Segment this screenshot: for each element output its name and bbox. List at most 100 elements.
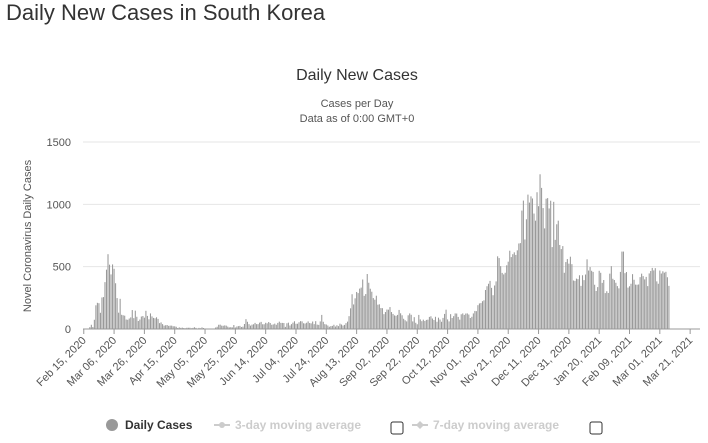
bar bbox=[304, 323, 306, 329]
bar bbox=[486, 286, 488, 329]
bar bbox=[539, 174, 541, 329]
bar bbox=[456, 313, 458, 329]
bar bbox=[187, 327, 189, 329]
bar bbox=[227, 326, 229, 329]
bar bbox=[534, 220, 537, 329]
bar bbox=[90, 324, 92, 329]
bar bbox=[425, 319, 427, 329]
bar bbox=[331, 325, 333, 329]
legend-item-daily-cases[interactable]: Daily Cases bbox=[106, 418, 193, 432]
bar bbox=[260, 321, 262, 329]
bar bbox=[230, 327, 232, 329]
bar bbox=[145, 310, 147, 329]
bar bbox=[296, 323, 299, 329]
bar bbox=[172, 326, 174, 329]
bar bbox=[656, 281, 658, 329]
bar bbox=[306, 322, 308, 329]
bar bbox=[193, 327, 195, 329]
bar bbox=[265, 322, 267, 329]
bar bbox=[142, 316, 144, 329]
bar bbox=[638, 284, 640, 329]
bar bbox=[489, 280, 491, 329]
bar bbox=[378, 304, 380, 329]
bar bbox=[171, 325, 173, 329]
bar bbox=[386, 309, 388, 329]
bar bbox=[271, 324, 273, 329]
bar bbox=[624, 273, 626, 329]
bar bbox=[398, 309, 400, 329]
bar bbox=[450, 314, 452, 329]
bar bbox=[360, 287, 362, 329]
bar bbox=[195, 327, 197, 329]
bar bbox=[365, 294, 367, 329]
bar bbox=[434, 316, 436, 329]
bar bbox=[337, 326, 339, 329]
bar bbox=[430, 316, 432, 329]
bar bbox=[96, 302, 98, 329]
bar bbox=[186, 327, 188, 329]
bar bbox=[569, 256, 571, 329]
bar bbox=[154, 318, 156, 329]
bar bbox=[101, 297, 103, 329]
bar bbox=[400, 313, 402, 329]
y-axis-label: Novel Coronavirus Daily Cases bbox=[22, 159, 34, 312]
bar bbox=[575, 278, 577, 329]
bar bbox=[222, 325, 224, 329]
bar bbox=[321, 314, 323, 329]
bar bbox=[112, 264, 114, 329]
bar bbox=[610, 266, 612, 329]
bar bbox=[224, 325, 226, 329]
bar bbox=[198, 327, 200, 329]
bar bbox=[598, 270, 600, 329]
bar bbox=[251, 324, 253, 329]
bar bbox=[559, 244, 561, 329]
bar bbox=[149, 313, 151, 329]
legend-item-7-day-average[interactable]: 7-day moving average bbox=[412, 418, 559, 432]
bar bbox=[98, 303, 100, 329]
bar bbox=[233, 325, 235, 329]
bar bbox=[518, 243, 520, 329]
y-tick-label: 0 bbox=[65, 324, 71, 336]
bar bbox=[395, 315, 397, 329]
bar bbox=[366, 274, 368, 329]
bar bbox=[389, 307, 391, 329]
bar bbox=[519, 243, 521, 329]
bar bbox=[551, 247, 553, 329]
bar bbox=[419, 319, 421, 329]
bar bbox=[298, 322, 300, 329]
bar bbox=[553, 201, 555, 329]
bar bbox=[155, 317, 158, 329]
bar bbox=[462, 313, 464, 329]
bar bbox=[93, 319, 95, 329]
bar bbox=[635, 284, 637, 329]
bar bbox=[113, 268, 115, 329]
bar bbox=[324, 324, 326, 329]
bar bbox=[292, 322, 294, 329]
checkbox-7-day-average[interactable] bbox=[589, 421, 603, 435]
bar bbox=[381, 308, 383, 329]
bar bbox=[228, 327, 230, 329]
checkbox-3-day-average[interactable] bbox=[390, 421, 404, 435]
bar bbox=[533, 213, 535, 329]
bar bbox=[181, 327, 183, 329]
bar bbox=[547, 198, 549, 329]
bar bbox=[416, 324, 418, 329]
bar bbox=[474, 310, 476, 329]
bar bbox=[315, 321, 317, 329]
bar bbox=[607, 292, 609, 329]
bar bbox=[650, 271, 652, 329]
bar bbox=[654, 268, 656, 329]
bar bbox=[231, 327, 233, 329]
bar bbox=[662, 271, 664, 329]
bar bbox=[105, 269, 108, 329]
bar bbox=[266, 323, 268, 329]
bar bbox=[263, 324, 265, 329]
bar bbox=[541, 187, 543, 329]
bar bbox=[160, 322, 162, 329]
legend-item-3-day-average[interactable]: 3-day moving average bbox=[214, 418, 361, 432]
bar bbox=[277, 322, 279, 329]
bar bbox=[427, 319, 429, 329]
bar bbox=[124, 315, 126, 329]
bar bbox=[471, 316, 473, 329]
bar bbox=[289, 325, 291, 329]
